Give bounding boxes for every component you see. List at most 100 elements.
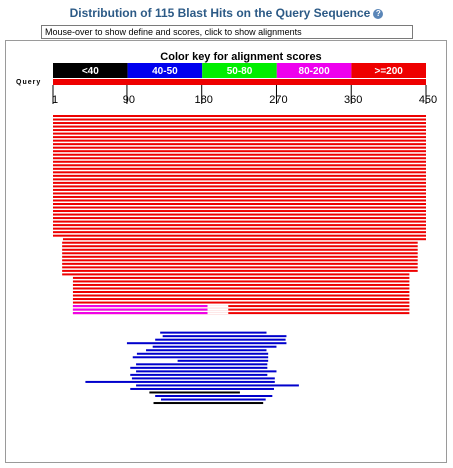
hit-bar-gap bbox=[207, 312, 229, 315]
axis-tick-label: 270 bbox=[269, 94, 287, 106]
axis-tick-label: 450 bbox=[419, 94, 437, 106]
hit-bar[interactable] bbox=[53, 188, 426, 191]
hit-bar[interactable] bbox=[53, 213, 426, 216]
hit-bar[interactable] bbox=[53, 150, 426, 153]
axis-tick-label: 180 bbox=[195, 94, 213, 106]
hit-bar[interactable] bbox=[53, 231, 426, 234]
hit-bar[interactable] bbox=[146, 349, 267, 352]
hit-bar[interactable] bbox=[72, 291, 410, 293]
hit-bar[interactable] bbox=[72, 283, 410, 286]
color-key-swatch bbox=[202, 63, 277, 78]
help-icon[interactable]: ? bbox=[373, 9, 384, 19]
hit-bar[interactable] bbox=[53, 136, 426, 139]
hit-bar[interactable] bbox=[62, 241, 418, 244]
hit-bar[interactable] bbox=[72, 308, 410, 311]
hit-bar[interactable] bbox=[72, 305, 410, 308]
hit-bar[interactable] bbox=[136, 363, 268, 366]
hit-bar[interactable] bbox=[53, 115, 426, 117]
hit-bar[interactable] bbox=[53, 185, 426, 188]
hit-bar-overlay[interactable] bbox=[72, 312, 208, 315]
hit-bar[interactable] bbox=[160, 398, 266, 401]
hit-bar[interactable] bbox=[136, 370, 277, 373]
hit-bar[interactable] bbox=[131, 377, 275, 380]
hit-bar[interactable] bbox=[149, 391, 240, 394]
hit-bar[interactable] bbox=[53, 146, 426, 149]
hit-bar[interactable] bbox=[53, 224, 426, 227]
hit-bar[interactable] bbox=[85, 380, 275, 383]
hit-bar[interactable] bbox=[72, 298, 410, 301]
hit-bar-overlay[interactable] bbox=[72, 305, 208, 308]
color-key-label: 50-80 bbox=[227, 66, 253, 77]
hit-bar[interactable] bbox=[53, 174, 426, 177]
hit-bar[interactable] bbox=[62, 248, 418, 251]
hit-bar[interactable] bbox=[53, 203, 426, 205]
hit-bar[interactable] bbox=[53, 206, 426, 209]
hover-info-field: Mouse-over to show define and scores, cl… bbox=[41, 25, 413, 39]
hit-bar[interactable] bbox=[62, 252, 418, 255]
hit-bar[interactable] bbox=[72, 287, 410, 290]
hit-bar[interactable] bbox=[162, 335, 287, 338]
hit-bar[interactable] bbox=[53, 181, 426, 184]
hit-bar[interactable] bbox=[53, 199, 426, 202]
hit-bar[interactable] bbox=[62, 238, 427, 241]
hit-bar[interactable] bbox=[72, 276, 410, 279]
hit-bar[interactable] bbox=[126, 342, 287, 345]
hit-bar[interactable] bbox=[53, 234, 426, 237]
query-label: Query bbox=[16, 79, 41, 86]
hit-bar[interactable] bbox=[53, 160, 426, 163]
hit-bar[interactable] bbox=[53, 118, 426, 121]
hit-bar[interactable] bbox=[72, 312, 410, 315]
hit-bar[interactable] bbox=[53, 129, 426, 132]
hit-bar[interactable] bbox=[53, 171, 426, 174]
hit-bar[interactable] bbox=[152, 345, 277, 348]
hit-bar[interactable] bbox=[153, 402, 264, 405]
color-key-label: >=200 bbox=[375, 66, 404, 77]
color-key-swatch bbox=[276, 63, 352, 78]
hit-bar[interactable] bbox=[62, 262, 418, 265]
hit-bar[interactable] bbox=[72, 301, 410, 304]
hit-bar[interactable] bbox=[53, 143, 426, 146]
hit-bar[interactable] bbox=[53, 227, 426, 230]
hit-bar[interactable] bbox=[136, 352, 269, 355]
hit-bar[interactable] bbox=[53, 220, 426, 223]
axis-tick-label: 90 bbox=[123, 94, 135, 106]
hit-bar[interactable] bbox=[53, 217, 426, 220]
hit-bar[interactable] bbox=[62, 269, 418, 272]
color-key-label: 80-200 bbox=[299, 66, 331, 77]
hit-bar[interactable] bbox=[53, 132, 426, 135]
hit-bar[interactable] bbox=[53, 122, 426, 125]
hit-bar[interactable] bbox=[53, 210, 426, 213]
hit-bar[interactable] bbox=[160, 331, 267, 334]
page-title: Distribution of 115 Blast Hits on the Qu… bbox=[0, 6, 453, 20]
hit-bar[interactable] bbox=[130, 366, 268, 369]
hit-bar[interactable] bbox=[155, 395, 273, 397]
hit-bar[interactable] bbox=[130, 373, 268, 376]
hit-bar[interactable] bbox=[62, 255, 418, 258]
hit-bar[interactable] bbox=[62, 245, 418, 248]
color-key-title: Color key for alignment scores bbox=[160, 51, 321, 63]
hit-bar[interactable] bbox=[177, 359, 269, 362]
hit-bar[interactable] bbox=[53, 164, 426, 167]
hit-bar[interactable] bbox=[53, 178, 426, 181]
hit-bar[interactable] bbox=[155, 338, 286, 341]
hit-bar[interactable] bbox=[53, 195, 426, 198]
hit-bar[interactable] bbox=[62, 266, 418, 269]
alignment-graph-svg: Color key for alignment scores <40 40-50 50… bbox=[16, 51, 437, 405]
hit-bar-gap bbox=[207, 308, 229, 311]
hit-bar[interactable] bbox=[136, 384, 299, 387]
hit-bar[interactable] bbox=[53, 167, 426, 170]
hit-bar[interactable] bbox=[53, 139, 426, 142]
hit-bar[interactable] bbox=[53, 157, 426, 160]
hit-bar[interactable] bbox=[62, 273, 410, 276]
hit-bar[interactable] bbox=[53, 125, 426, 128]
alignment-graph: Color key for alignment scores <40 40-50 50… bbox=[5, 40, 447, 463]
hit-bar[interactable] bbox=[130, 387, 274, 390]
hit-bar[interactable] bbox=[132, 356, 269, 359]
hit-bar[interactable] bbox=[53, 153, 426, 156]
hit-bar[interactable] bbox=[62, 259, 418, 262]
hit-bar[interactable] bbox=[72, 294, 410, 297]
color-key-swatch bbox=[53, 63, 128, 78]
hit-bar[interactable] bbox=[72, 280, 410, 283]
hit-bar[interactable] bbox=[53, 192, 426, 195]
hit-bar-overlay[interactable] bbox=[72, 308, 208, 311]
